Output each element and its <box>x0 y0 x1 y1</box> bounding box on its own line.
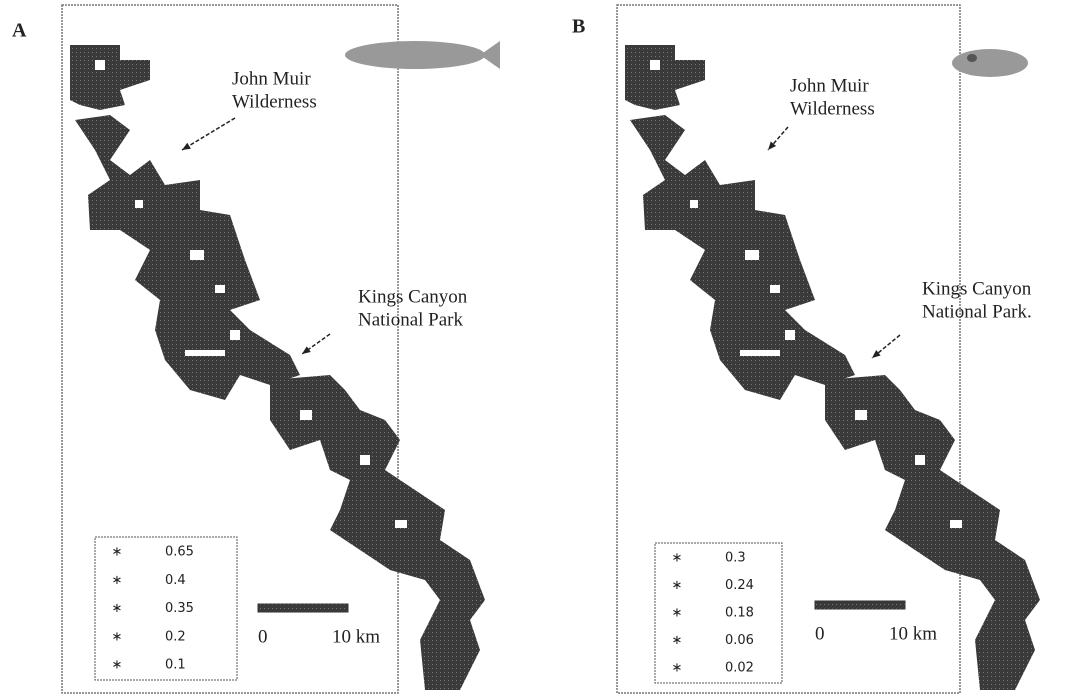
legend-marker: ∗ <box>112 601 123 616</box>
arrow-head <box>302 346 311 354</box>
legend-value: 0.35 <box>165 601 194 616</box>
panel-label: A <box>12 20 27 42</box>
annotation-text: Kings Canyon <box>922 278 1032 299</box>
annotation-text: John Muir <box>232 68 311 89</box>
legend-marker: ∗ <box>112 545 123 560</box>
legend-value: 0.2 <box>165 629 186 644</box>
annotation-arrow <box>182 118 235 150</box>
icon-tail <box>480 41 500 69</box>
scale-end: 10 km <box>889 623 937 644</box>
legend-value: 0.65 <box>165 545 194 560</box>
legend-value: 0.1 <box>165 658 186 673</box>
annotation-text: Kings Canyon <box>358 286 468 307</box>
scale-start: 0 <box>258 626 268 647</box>
legend-value: 0.4 <box>165 573 186 588</box>
legend-value: 0.3 <box>725 551 746 566</box>
legend-marker: ∗ <box>672 606 683 621</box>
legend-value: 0.24 <box>725 578 754 593</box>
page: {"panels": [ {"label": "A", "annotations… <box>0 0 1065 697</box>
scale-start: 0 <box>815 623 825 644</box>
species-icon <box>952 49 1028 77</box>
legend-marker: ∗ <box>672 661 683 676</box>
legend-value: 0.06 <box>725 633 754 648</box>
arrow-head <box>182 143 191 150</box>
scale-bar <box>258 604 348 612</box>
annotation-text: National Park. <box>922 301 1032 322</box>
legend-marker: ∗ <box>672 633 683 648</box>
annotation-text: Wilderness <box>232 91 317 112</box>
scale-bar <box>815 601 905 609</box>
legend-marker: ∗ <box>112 658 123 673</box>
legend-marker: ∗ <box>112 573 123 588</box>
legend-value: 0.02 <box>725 661 754 676</box>
legend-marker: ∗ <box>112 629 123 644</box>
annotation-text: John Muir <box>790 75 869 96</box>
annotation-text: National Park <box>358 309 464 330</box>
scale-end: 10 km <box>332 626 380 647</box>
annotation-text: Wilderness <box>790 98 875 119</box>
legend-marker: ∗ <box>672 578 683 593</box>
icon-body <box>952 49 1028 77</box>
figure: AJohn MuirWildernessKings CanyonNational… <box>0 0 1065 697</box>
legend-marker: ∗ <box>672 551 683 566</box>
species-icon <box>345 41 500 69</box>
icon-eye <box>967 54 977 62</box>
legend-value: 0.18 <box>725 606 754 621</box>
icon-body <box>345 41 485 69</box>
panel-label: B <box>572 16 585 38</box>
